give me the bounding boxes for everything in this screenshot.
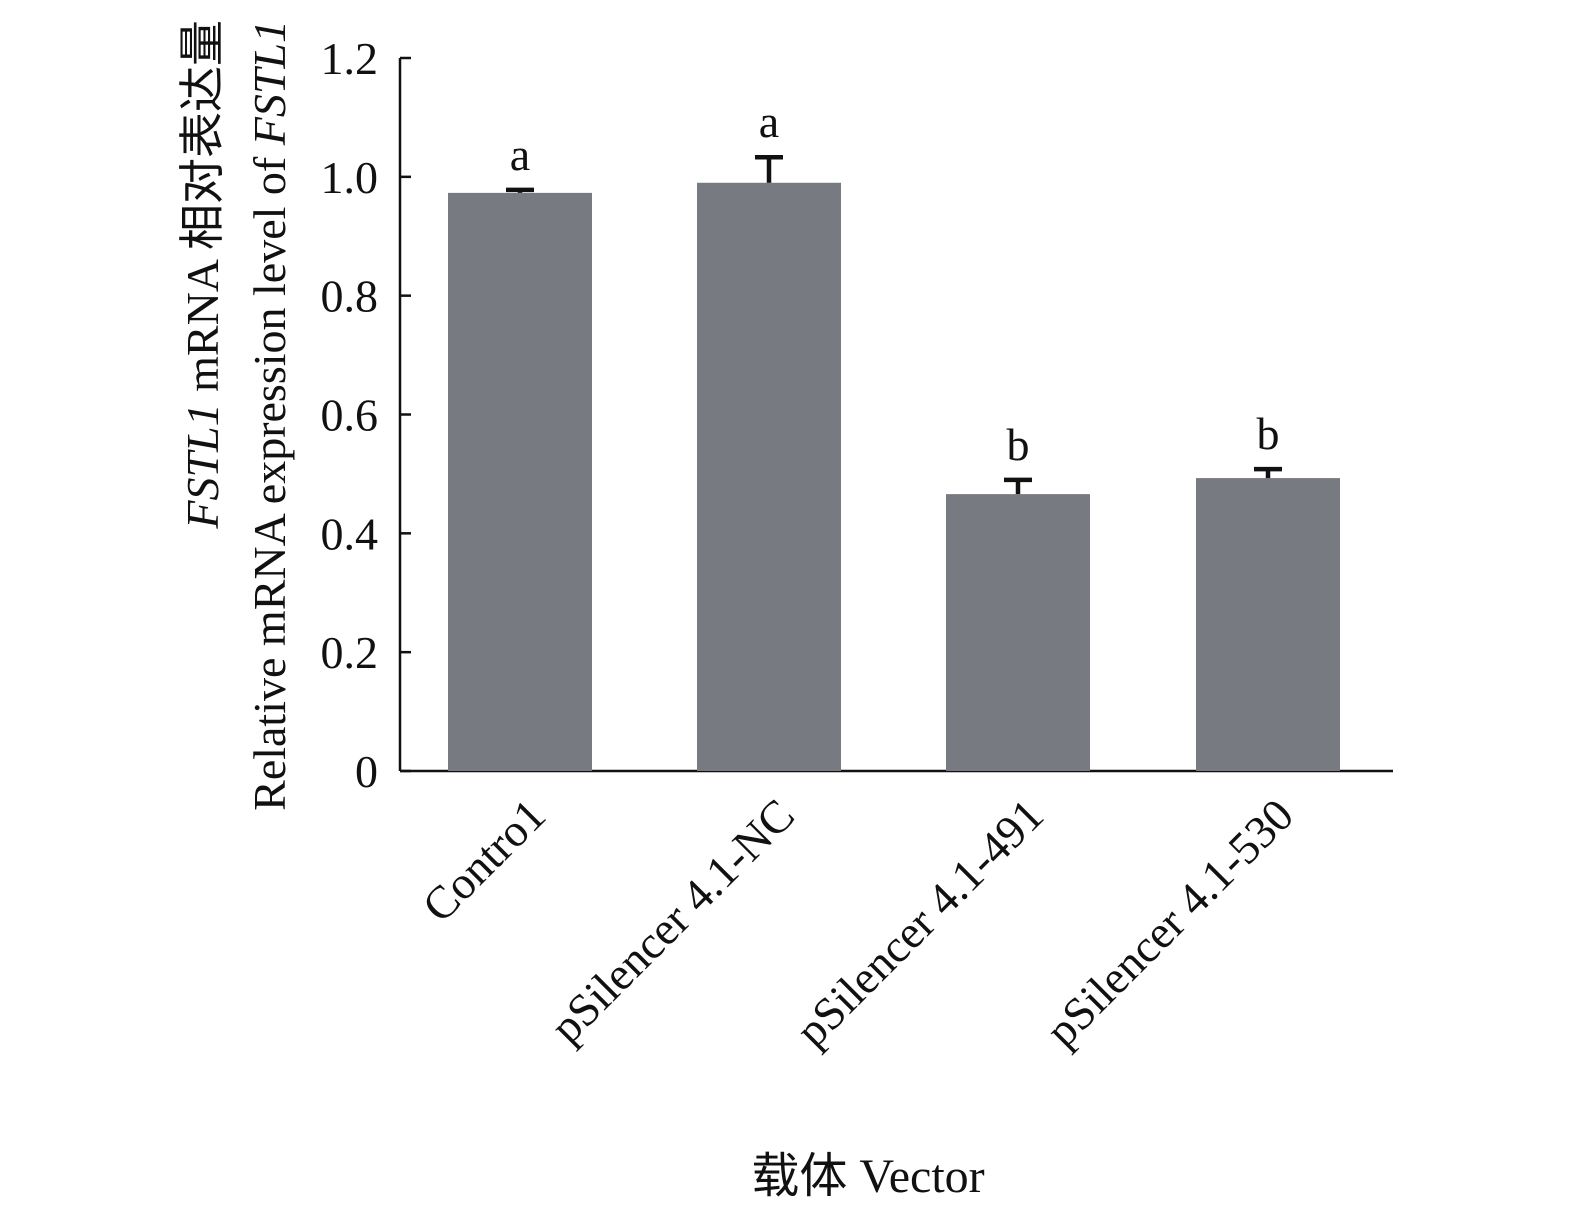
significance-label: a (510, 129, 530, 180)
y-axis-label-part: Relative mRNA expression level of (244, 145, 295, 811)
bar (1196, 478, 1340, 771)
y-axis-label: FSTL1 mRNA 相对表达量 (177, 20, 228, 530)
bar (697, 182, 841, 771)
x-tick-label: pSilencer 4.1-530 (1036, 789, 1303, 1056)
x-tick-label: pSilencer 4.1-491 (786, 789, 1053, 1056)
y-axis-label-part: FSTL1 (244, 20, 295, 146)
y-axis-label-part: mRNA 相对表达量 (177, 20, 228, 403)
y-tick-label: 0.2 (321, 627, 379, 678)
y-axis-label-part: FSTL1 (177, 403, 228, 529)
y-tick-label: 0 (355, 746, 378, 797)
x-tick-label: Contro1 (412, 789, 555, 932)
y-axis-label: Relative mRNA expression level of FSTL1 (244, 20, 295, 811)
significance-label: b (1257, 408, 1280, 459)
x-tick-label: pSilencer 4.1-NC (540, 789, 804, 1053)
y-tick-label: 1.2 (321, 33, 379, 84)
significance-label: b (1007, 419, 1030, 470)
y-tick-label: 0.4 (321, 508, 379, 559)
bar (448, 192, 592, 771)
y-tick-label: 0.6 (321, 390, 379, 441)
y-tick-label: 0.8 (321, 271, 379, 322)
significance-label: a (759, 96, 779, 147)
x-axis-label: 载体 Vector (751, 1150, 984, 1203)
y-tick-label: 1.0 (321, 152, 379, 203)
bar (946, 494, 1090, 771)
